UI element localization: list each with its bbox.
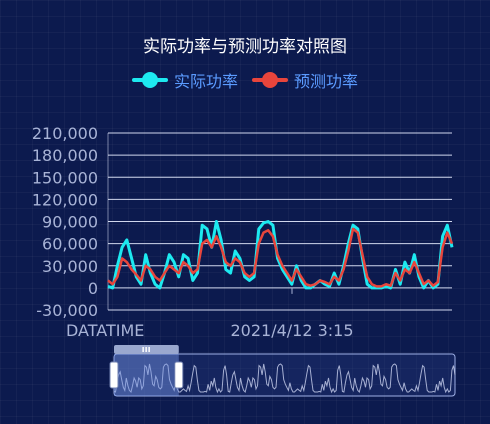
- chart-title: 实际功率与预测功率对照图: [143, 37, 347, 57]
- drag-grip-icon: [148, 347, 150, 352]
- drag-grip-icon: [145, 347, 147, 352]
- legend-predicted-label: 预测功率: [294, 72, 359, 91]
- y-tick-label: 0: [88, 279, 98, 298]
- series-predicted-line: [107, 227, 454, 288]
- y-tick-label: 60,000: [42, 235, 98, 254]
- zoom-slider-preview-line: [113, 363, 456, 394]
- chart-legend: 实际功率 预测功率: [0, 68, 490, 92]
- y-tick-label: 210,000: [32, 124, 98, 143]
- legend-actual-dot: [141, 72, 158, 88]
- zoom-window[interactable]: [114, 354, 179, 396]
- y-tick-label: 30,000: [42, 257, 98, 276]
- x-tick-label: 2021/4/12 3:15: [230, 321, 353, 340]
- y-tick-label: -30,000: [36, 301, 98, 320]
- zoom-handle-right[interactable]: [174, 361, 184, 389]
- legend-actual-marker-icon: [131, 71, 168, 89]
- y-tick-label: 90,000: [42, 213, 98, 232]
- y-tick-label: 120,000: [32, 190, 98, 209]
- legend-item-actual[interactable]: 实际功率: [131, 68, 238, 92]
- legend-predicted-marker-icon: [252, 71, 288, 89]
- legend-item-predicted[interactable]: 预测功率: [252, 68, 358, 92]
- zoom-slider[interactable]: [109, 345, 456, 397]
- y-tick-label: 150,000: [32, 168, 98, 187]
- drag-grip-icon: [142, 347, 144, 352]
- legend-predicted-dot: [262, 72, 278, 88]
- legend-actual-label: 实际功率: [173, 72, 238, 91]
- y-tick-label: 180,000: [32, 146, 98, 165]
- x-axis-label: DATATIME: [66, 321, 144, 340]
- zoom-handle-left[interactable]: [109, 361, 119, 389]
